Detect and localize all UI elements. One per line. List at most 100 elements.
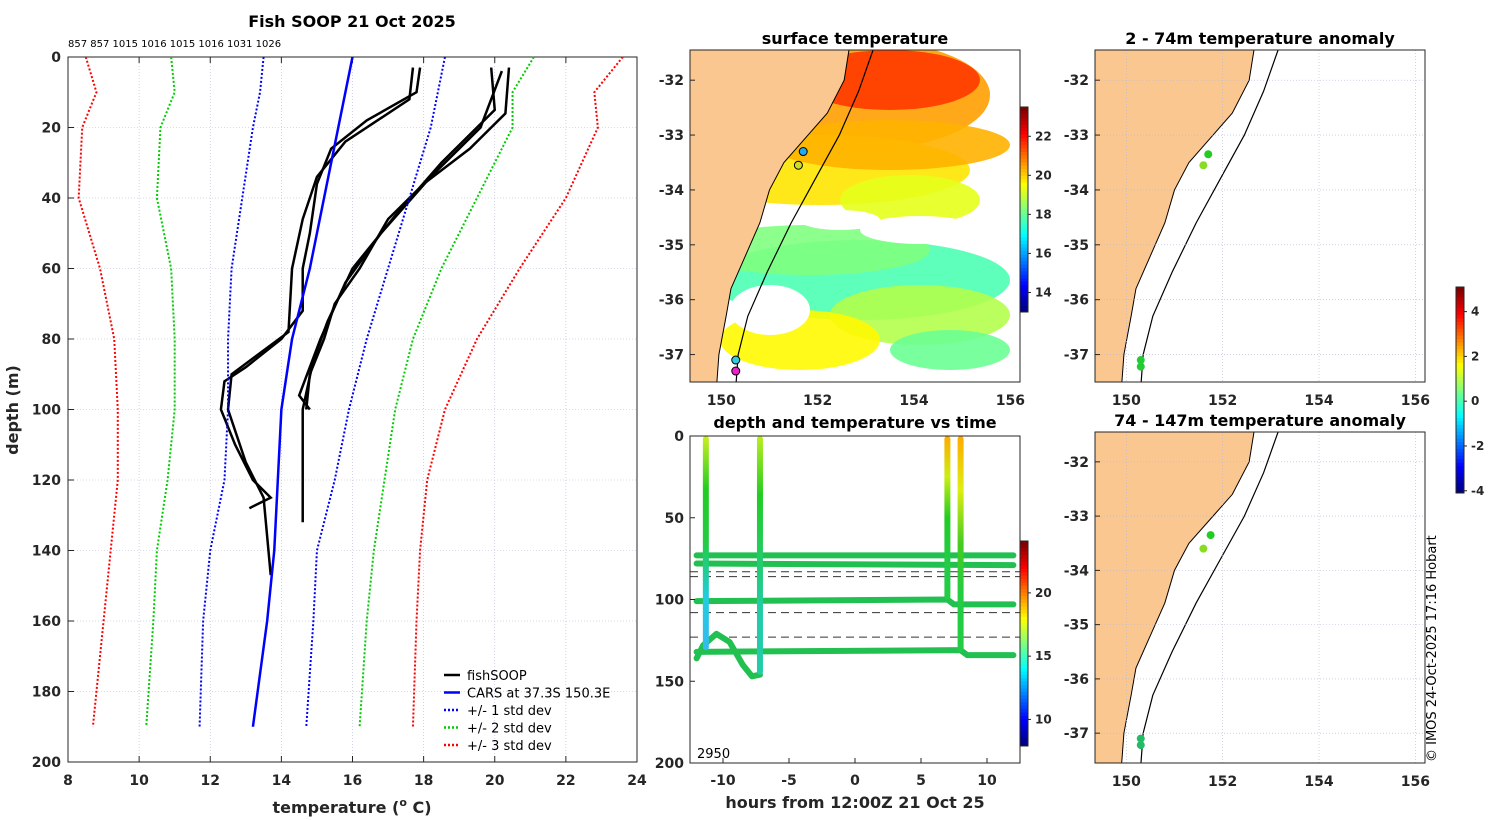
- colorbar-segment: [1020, 681, 1028, 685]
- y-tick-label: 40: [42, 191, 62, 207]
- colorbar-segment: [1020, 168, 1028, 173]
- colorbar-segment: [1020, 643, 1028, 648]
- colorbar-segment: [1456, 407, 1464, 412]
- colorbar-segment: [1020, 684, 1028, 689]
- colorbar-segment: [1020, 623, 1028, 627]
- x-tick-label: 16: [343, 773, 362, 789]
- x-tick-label: 22: [556, 773, 575, 789]
- y-tick-label: 140: [32, 544, 61, 560]
- colorbar-segment: [1456, 386, 1464, 391]
- land: [1095, 50, 1255, 382]
- x-tick-label: 156: [1401, 393, 1430, 409]
- colorbar-segment: [1456, 359, 1464, 364]
- colorbar-segment: [1020, 189, 1028, 193]
- colorbar-segment: [1456, 462, 1464, 467]
- colorbar-segment: [1456, 379, 1464, 384]
- y-tick-label: -35: [1064, 238, 1089, 254]
- colorbar-segment: [1020, 619, 1028, 624]
- colorbar-segment: [1020, 558, 1028, 562]
- isobath-line: [735, 50, 874, 382]
- temp-colorbar: [1019, 540, 1031, 747]
- colorbar-segment: [1020, 708, 1028, 713]
- series-line-0: [219, 67, 422, 510]
- station-marker: [1136, 362, 1145, 371]
- colorbar-segment: [1456, 393, 1464, 398]
- y-tick-label: 200: [32, 755, 61, 771]
- cast-track: [702, 436, 709, 651]
- colorbar-tick-label: 18: [1035, 207, 1052, 221]
- colorbar-segment: [1020, 209, 1028, 214]
- colorbar-segment: [1020, 107, 1028, 111]
- isobath-line: [1140, 432, 1279, 763]
- colorbar-segment: [1456, 311, 1464, 315]
- colorbar-segment: [1020, 732, 1028, 737]
- colorbar-segment: [1020, 595, 1028, 600]
- colorbar-segment: [1020, 277, 1028, 282]
- colorbar-segment: [1456, 431, 1464, 436]
- colorbar-segment: [1020, 250, 1028, 255]
- map-content: [690, 50, 1020, 382]
- colorbar-segment: [1456, 451, 1464, 456]
- colorbar-segment: [1456, 434, 1464, 439]
- colorbar-segment: [1020, 551, 1028, 556]
- colorbar-tick-label: 10: [1035, 712, 1052, 726]
- colorbar-segment: [1020, 161, 1028, 166]
- station-marker: [731, 355, 741, 365]
- colorbar-segment: [1020, 561, 1028, 566]
- colorbar-segment: [1456, 458, 1464, 463]
- colorbar-segment: [1020, 274, 1028, 279]
- colorbar-segment: [1020, 660, 1028, 665]
- depth-time-panel: [689, 435, 1021, 764]
- cast-track: [944, 436, 951, 600]
- colorbar-segment: [1456, 307, 1464, 312]
- colorbar-segment: [1020, 694, 1028, 699]
- y-tick-label: -36: [1064, 672, 1089, 688]
- y-tick-label: -36: [659, 293, 684, 309]
- station-marker: [1206, 531, 1215, 540]
- colorbar-segment: [1456, 287, 1464, 291]
- colorbar-segment: [1456, 365, 1464, 370]
- x-tick-label: 154: [1304, 774, 1333, 790]
- x-tick-label: 5: [916, 773, 926, 789]
- colorbar-segment: [1020, 725, 1028, 730]
- cast-track: [957, 436, 964, 652]
- colorbar-segment: [1020, 674, 1028, 679]
- colorbar-segment: [1456, 414, 1464, 418]
- station-marker: [1136, 734, 1145, 743]
- colorbar-segment: [1020, 664, 1028, 668]
- colorbar-segment: [1020, 718, 1028, 723]
- colorbar-segment: [1020, 715, 1028, 720]
- credit-text: © IMOS 24-Oct-2025 17:16 Hobart: [1425, 535, 1440, 762]
- colorbar-segment: [1020, 705, 1028, 709]
- colorbar-segment: [1020, 288, 1028, 292]
- legend-entry: CARS at 37.3S 150.3E: [467, 687, 610, 702]
- colorbar-segment: [1020, 653, 1028, 658]
- x-tick-label: 0: [850, 773, 860, 789]
- colorbar-segment: [1456, 338, 1464, 343]
- colorbar-segment: [1020, 554, 1028, 559]
- series-line-4: [77, 56, 119, 727]
- series-line-0: [301, 67, 497, 523]
- colorbar-segment: [1020, 110, 1028, 115]
- colorbar-segment: [1020, 137, 1028, 142]
- axes-frame: [1094, 431, 1426, 764]
- land: [1095, 432, 1255, 763]
- colorbar-segment: [1020, 240, 1028, 245]
- colorbar-segment: [1020, 691, 1028, 696]
- colorbar-segment: [1020, 171, 1028, 176]
- colorbar-segment: [1020, 117, 1028, 122]
- colorbar-segment: [1020, 281, 1028, 286]
- y-tick-label: -34: [1064, 183, 1090, 199]
- y-tick-label: 0: [51, 50, 61, 66]
- colorbar-segment: [1456, 444, 1464, 449]
- x-tick-label: 152: [1208, 774, 1237, 790]
- colorbar-segment: [1020, 243, 1028, 248]
- map-content: [1095, 432, 1425, 763]
- colorbar-segment: [1020, 568, 1028, 573]
- y-tick-label: -34: [659, 183, 685, 199]
- colorbar-segment: [1020, 284, 1028, 289]
- colorbar-segment: [1020, 165, 1028, 169]
- sst-colorbar: [1019, 106, 1031, 313]
- panel-title: surface temperature: [762, 29, 949, 48]
- sst-patch: [890, 330, 1010, 370]
